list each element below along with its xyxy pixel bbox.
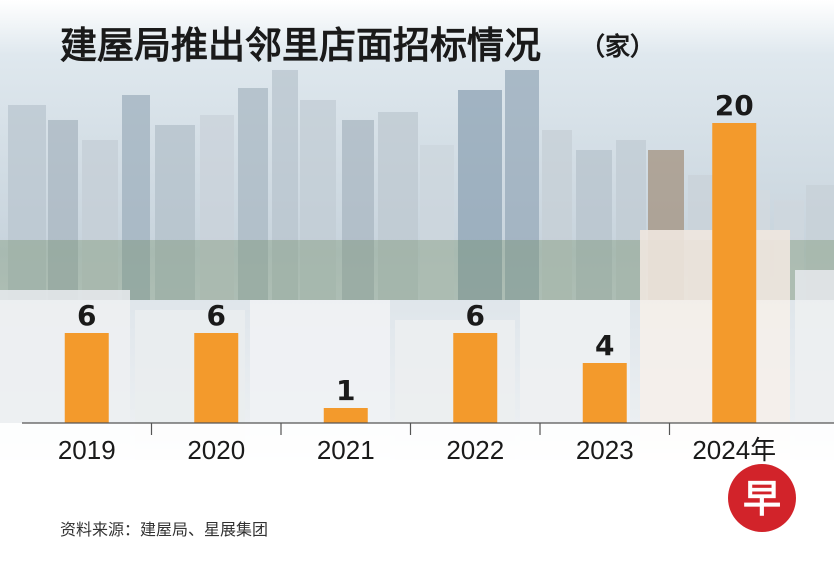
chart-title: 建屋局推出邻里店面招标情况 — [60, 24, 541, 67]
background-building — [420, 145, 454, 300]
category-label: 2023 — [576, 435, 634, 465]
chart-title-unit: （家） — [580, 32, 655, 61]
x-axis-band — [0, 423, 834, 475]
value-label: 6 — [466, 299, 485, 332]
bar — [323, 408, 368, 423]
category-label: 2022 — [446, 435, 504, 465]
background-building — [122, 95, 150, 300]
x-axis-ticks — [150, 423, 671, 435]
background-building — [48, 120, 78, 300]
background-building — [300, 100, 336, 300]
background-building — [82, 140, 118, 300]
bar — [582, 363, 627, 423]
background-building — [272, 70, 298, 300]
category-labels: 2019 2020 2021 2022 2023 2024年 — [58, 435, 776, 465]
background-building — [155, 125, 195, 300]
background-building — [576, 150, 612, 300]
bar — [453, 333, 498, 423]
category-label: 2021 — [317, 435, 375, 465]
background-building — [505, 70, 539, 300]
bar-series — [64, 123, 757, 423]
value-label: 4 — [595, 329, 614, 362]
value-label: 1 — [336, 374, 355, 407]
logo-circle — [728, 464, 796, 532]
background-building — [8, 105, 46, 300]
source-note: 资料来源：建屋局、星展集团 — [60, 520, 268, 539]
zaobao-logo: 早 — [728, 464, 796, 532]
background-building — [378, 112, 418, 300]
background-building — [238, 88, 268, 300]
category-label: 2019 — [58, 435, 116, 465]
category-label: 2020 — [187, 435, 245, 465]
background-building — [342, 120, 374, 300]
value-labels: 6 6 1 6 4 20 — [77, 89, 754, 407]
background-building — [542, 130, 572, 300]
value-label: 20 — [715, 89, 754, 122]
background-building — [458, 90, 502, 300]
logo-glyph: 早 — [743, 477, 781, 521]
bar — [194, 333, 239, 423]
x-axis: 2019 2020 2021 2022 2023 2024年 — [0, 422, 834, 475]
value-label: 6 — [207, 299, 226, 332]
background-building — [200, 115, 234, 300]
category-label: 2024年 — [692, 435, 776, 465]
value-label: 6 — [77, 299, 96, 332]
bar — [712, 123, 757, 423]
bar — [64, 333, 109, 423]
